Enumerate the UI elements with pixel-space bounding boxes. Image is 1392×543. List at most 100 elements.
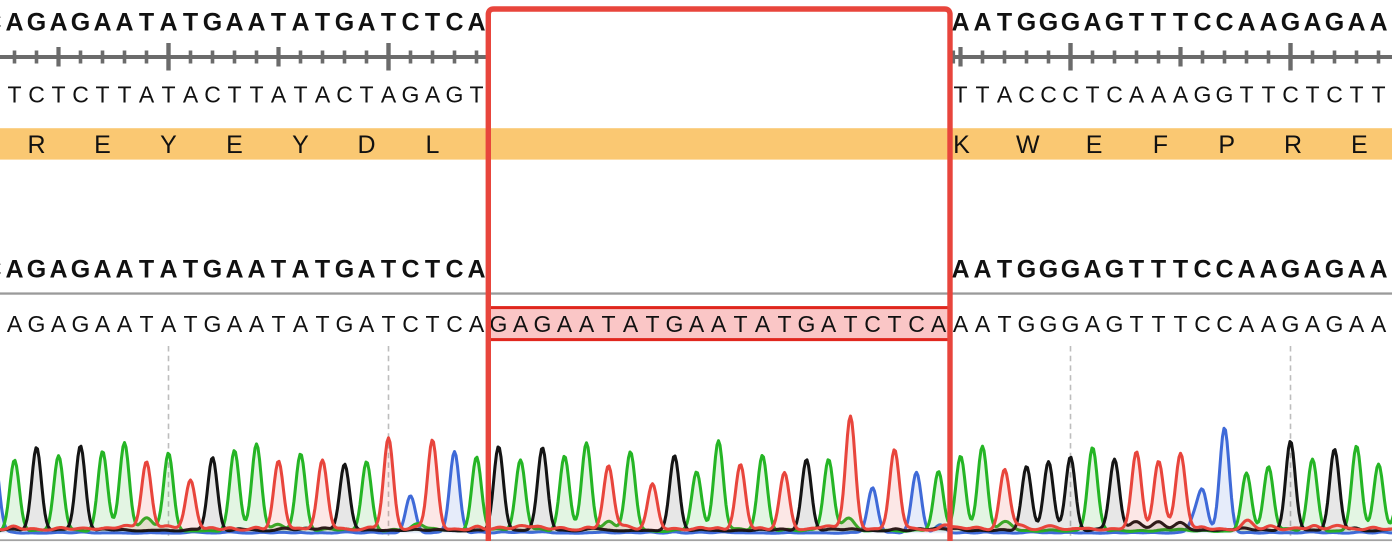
- svg-text:T: T: [1261, 82, 1275, 108]
- svg-text:C: C: [1194, 311, 1211, 337]
- svg-text:A: A: [1349, 311, 1365, 337]
- svg-text:G: G: [1326, 311, 1344, 337]
- svg-text:C: C: [445, 9, 463, 37]
- svg-text:T: T: [425, 311, 439, 337]
- svg-text:T: T: [1151, 255, 1166, 283]
- svg-text:C: C: [1193, 9, 1211, 37]
- svg-text:T: T: [1129, 9, 1144, 37]
- svg-text:C: C: [1216, 311, 1233, 337]
- svg-text:R: R: [1284, 131, 1302, 159]
- svg-text:G: G: [0, 82, 1, 108]
- svg-text:A: A: [93, 9, 111, 37]
- svg-text:A: A: [1303, 255, 1321, 283]
- svg-text:T: T: [887, 311, 901, 337]
- svg-text:C: C: [0, 255, 2, 283]
- svg-text:K: K: [953, 131, 970, 159]
- svg-text:A: A: [1237, 9, 1255, 37]
- svg-text:A: A: [469, 311, 485, 337]
- svg-text:T: T: [1129, 311, 1143, 337]
- svg-text:T: T: [1151, 311, 1165, 337]
- svg-text:A: A: [1259, 255, 1277, 283]
- svg-text:T: T: [359, 82, 373, 108]
- svg-text:G: G: [1281, 9, 1300, 37]
- svg-text:A: A: [115, 255, 133, 283]
- svg-text:G: G: [1061, 255, 1080, 283]
- svg-text:C: C: [0, 9, 2, 37]
- svg-text:G: G: [336, 311, 354, 337]
- svg-text:C: C: [864, 311, 881, 337]
- svg-text:E: E: [94, 131, 111, 159]
- svg-text:A: A: [159, 255, 177, 283]
- svg-text:T: T: [777, 311, 791, 337]
- svg-text:W: W: [1016, 131, 1040, 159]
- svg-text:A: A: [7, 311, 23, 337]
- svg-text:G: G: [1062, 311, 1080, 337]
- svg-text:G: G: [1325, 9, 1344, 37]
- svg-text:C: C: [402, 311, 419, 337]
- svg-text:A: A: [975, 311, 991, 337]
- svg-text:A: A: [1239, 311, 1255, 337]
- svg-text:T: T: [1173, 311, 1187, 337]
- svg-text:G: G: [798, 311, 816, 337]
- svg-text:A: A: [291, 255, 309, 283]
- svg-text:E: E: [1086, 131, 1103, 159]
- svg-text:A: A: [623, 311, 639, 337]
- svg-text:G: G: [1106, 311, 1124, 337]
- svg-text:A: A: [1259, 9, 1277, 37]
- svg-text:T: T: [293, 82, 307, 108]
- svg-text:Y: Y: [292, 131, 309, 159]
- svg-text:A: A: [467, 255, 485, 283]
- svg-text:T: T: [1129, 255, 1144, 283]
- svg-text:A: A: [755, 311, 771, 337]
- svg-text:A: A: [1129, 82, 1145, 108]
- svg-text:A: A: [1085, 311, 1101, 337]
- svg-text:T: T: [315, 255, 330, 283]
- svg-text:A: A: [271, 82, 287, 108]
- svg-text:C: C: [1040, 82, 1057, 108]
- svg-text:G: G: [335, 255, 354, 283]
- svg-text:A: A: [951, 9, 969, 37]
- svg-text:T: T: [7, 82, 21, 108]
- svg-text:A: A: [1261, 311, 1277, 337]
- svg-text:G: G: [1105, 255, 1124, 283]
- svg-text:T: T: [1173, 9, 1188, 37]
- svg-text:T: T: [997, 311, 1011, 337]
- svg-text:F: F: [1153, 131, 1168, 159]
- svg-text:E: E: [226, 131, 243, 159]
- svg-text:G: G: [1018, 311, 1036, 337]
- svg-text:G: G: [534, 311, 552, 337]
- svg-text:T: T: [645, 311, 659, 337]
- svg-text:T: T: [997, 255, 1012, 283]
- svg-text:A: A: [1347, 9, 1365, 37]
- svg-text:G: G: [1325, 255, 1344, 283]
- svg-text:G: G: [1061, 9, 1080, 37]
- svg-text:G: G: [203, 255, 222, 283]
- svg-text:A: A: [953, 311, 969, 337]
- svg-text:A: A: [513, 311, 529, 337]
- svg-text:C: C: [1215, 9, 1233, 37]
- svg-text:T: T: [315, 311, 329, 337]
- svg-text:A: A: [425, 82, 441, 108]
- svg-text:T: T: [183, 9, 198, 37]
- svg-text:A: A: [357, 255, 375, 283]
- svg-text:A: A: [293, 311, 309, 337]
- svg-text:G: G: [203, 9, 222, 37]
- svg-text:G: G: [27, 9, 46, 37]
- svg-text:A: A: [117, 311, 133, 337]
- svg-text:G: G: [1194, 82, 1212, 108]
- svg-text:T: T: [51, 82, 65, 108]
- svg-text:G: G: [1105, 9, 1124, 37]
- svg-text:G: G: [402, 82, 420, 108]
- svg-text:A: A: [689, 311, 705, 337]
- svg-text:A: A: [1347, 255, 1365, 283]
- svg-text:G: G: [204, 311, 222, 337]
- svg-text:C: C: [1215, 255, 1233, 283]
- svg-text:A: A: [227, 311, 243, 337]
- svg-text:A: A: [291, 9, 309, 37]
- svg-text:T: T: [425, 9, 440, 37]
- svg-text:A: A: [115, 9, 133, 37]
- svg-text:A: A: [579, 311, 595, 337]
- svg-text:T: T: [271, 311, 285, 337]
- svg-text:A: A: [1173, 82, 1189, 108]
- svg-text:C: C: [446, 311, 463, 337]
